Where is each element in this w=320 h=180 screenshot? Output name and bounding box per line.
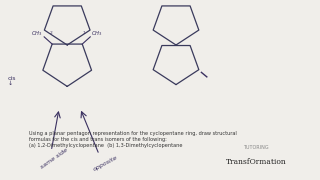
Text: opposite: opposite — [92, 155, 119, 172]
Text: 1: 1 — [83, 31, 85, 35]
Text: same side: same side — [40, 148, 69, 170]
Text: TUTORING: TUTORING — [243, 145, 269, 150]
Text: TransfOrmation: TransfOrmation — [226, 158, 286, 166]
Text: $CH_3$: $CH_3$ — [91, 29, 103, 38]
Text: cis
↓: cis ↓ — [8, 76, 17, 86]
Text: $CH_3$: $CH_3$ — [31, 29, 43, 38]
Text: 2: 2 — [49, 31, 52, 35]
Text: Using a planar pentagon representation for the cyclopentane ring, draw structura: Using a planar pentagon representation f… — [29, 131, 237, 148]
